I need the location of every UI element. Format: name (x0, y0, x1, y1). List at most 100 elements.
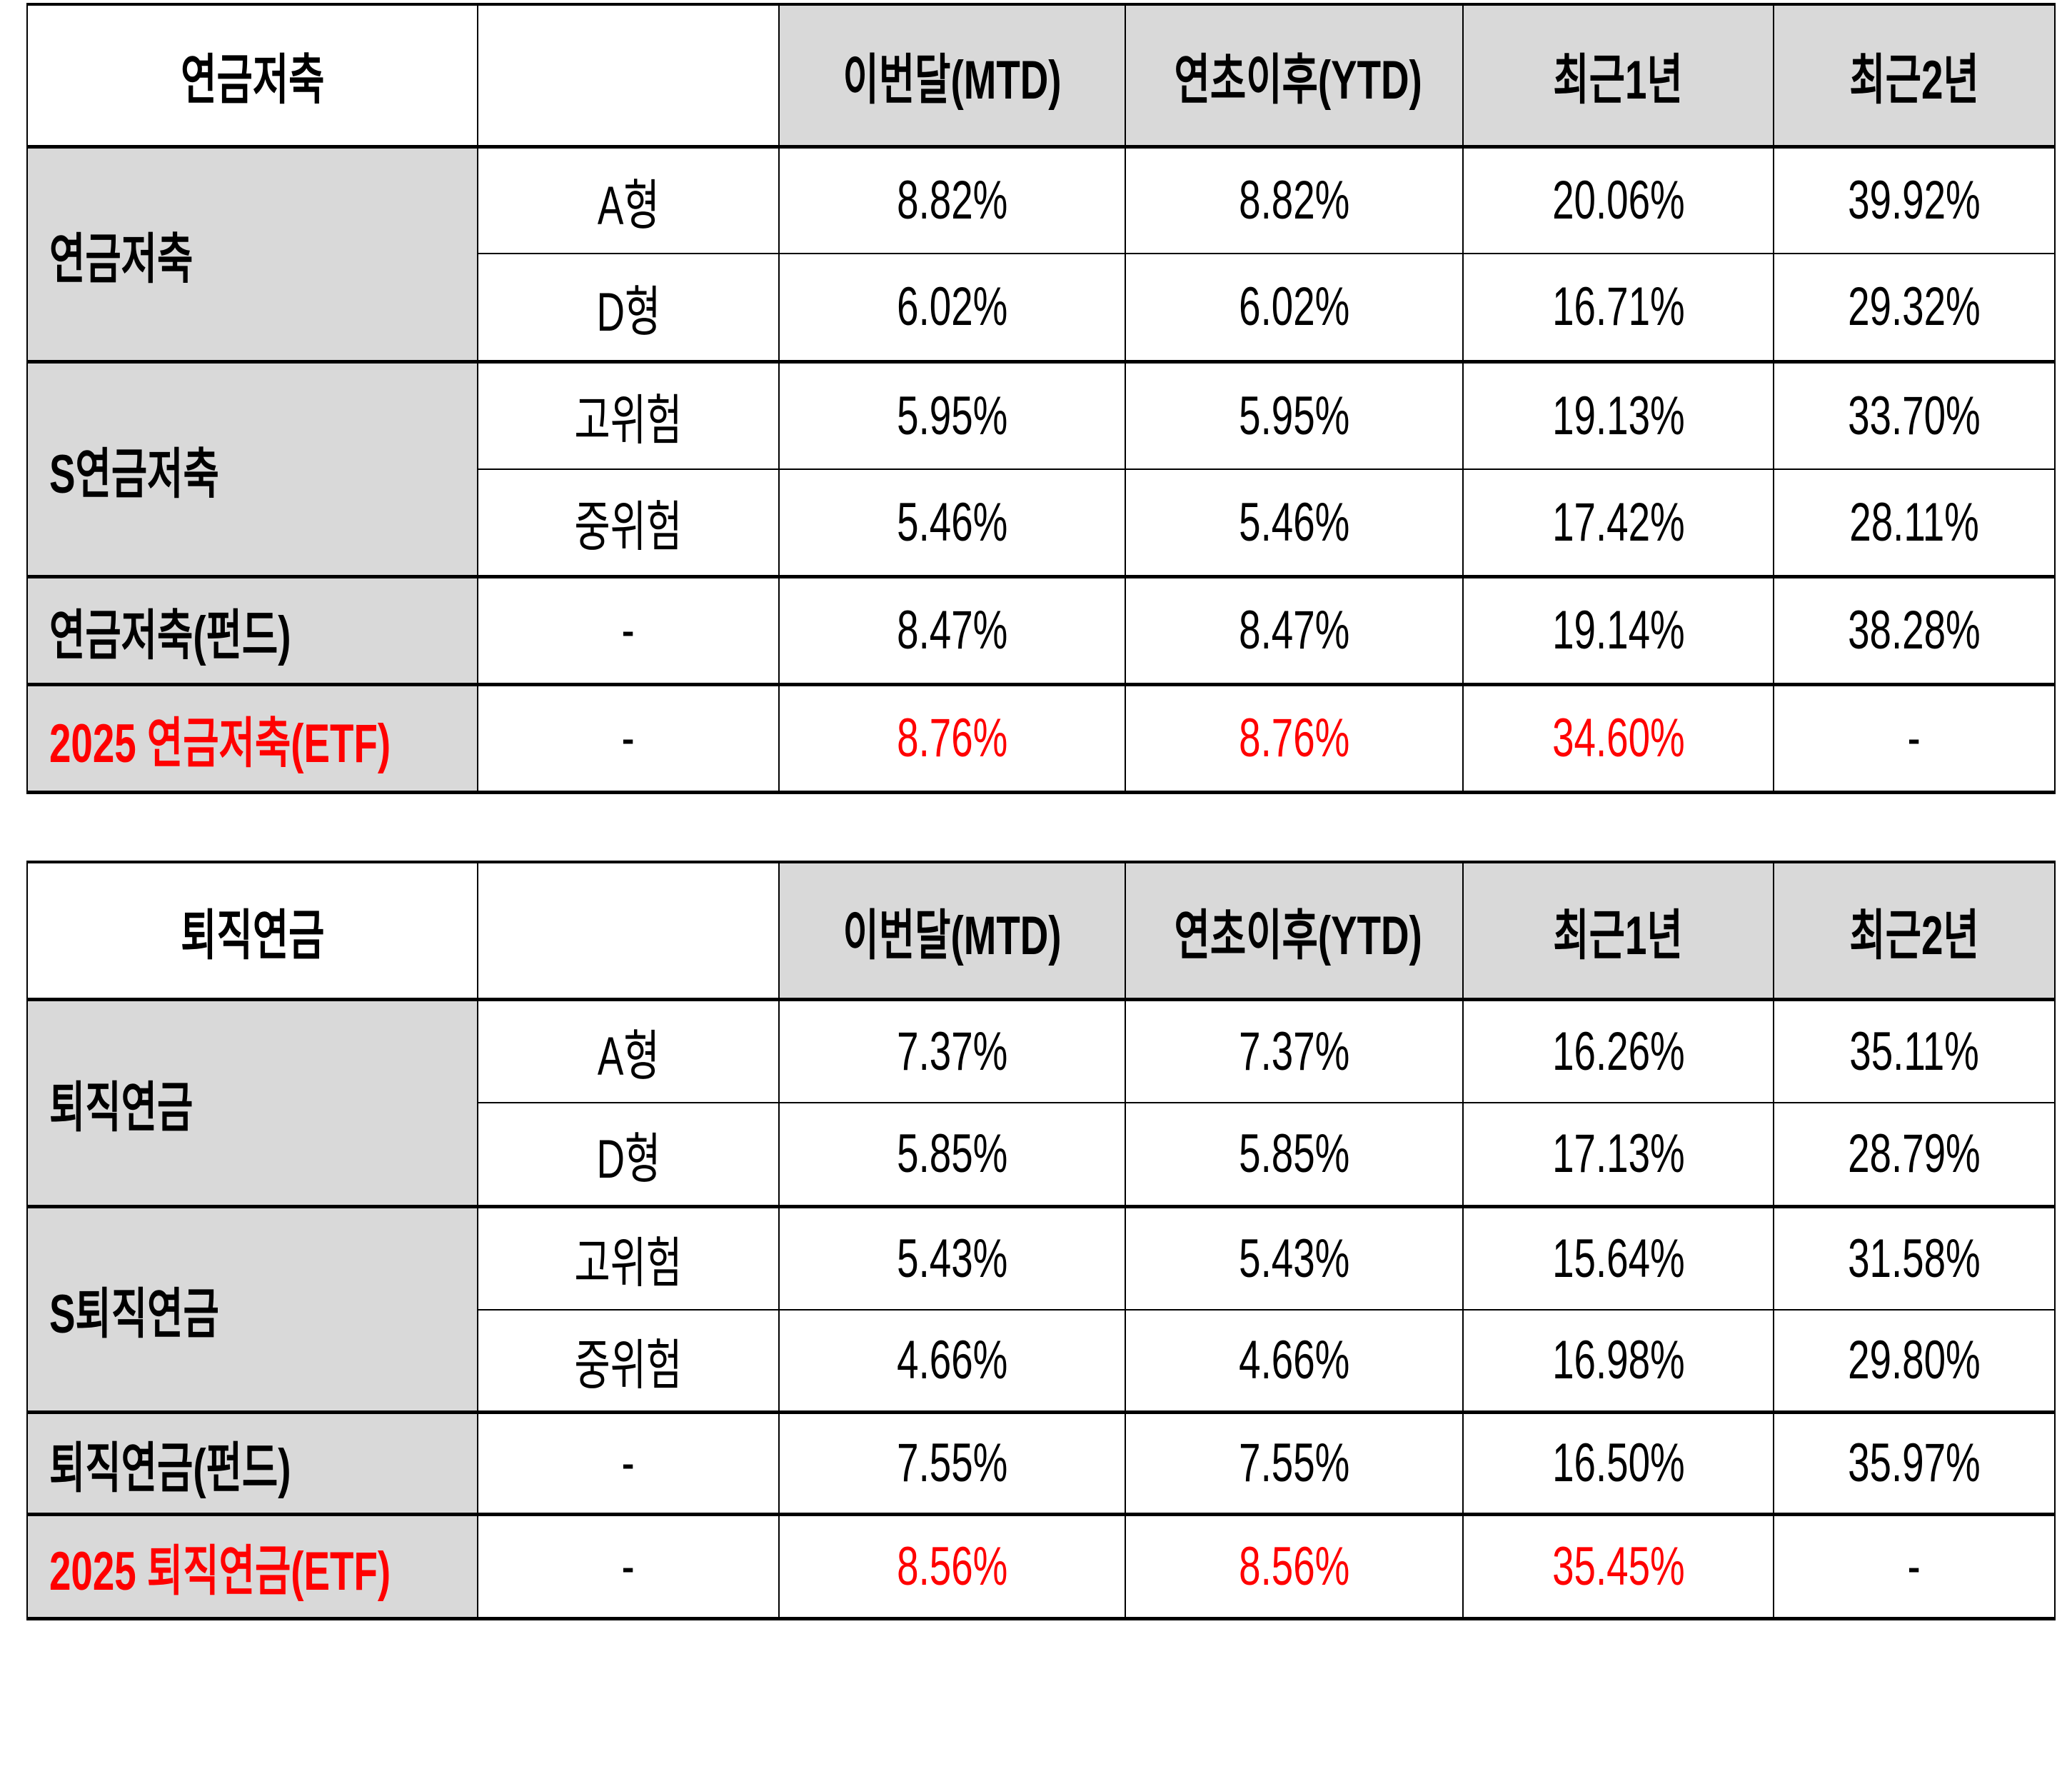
table-row: 퇴직연금(펀드) - 7.55% 7.55% 16.50% 35.97% (26, 1411, 2056, 1516)
value-cell-text: 16.71% (1552, 276, 1685, 338)
header-blank (477, 4, 780, 149)
sub-label-text: - (621, 1535, 635, 1597)
value-cell-text: 6.02% (1238, 276, 1350, 338)
value-cell: 17.13% (1462, 1102, 1774, 1208)
group-label: 2025 연금저축(ETF) (26, 683, 478, 793)
column-header-text: 이번달(MTD) (843, 905, 1062, 966)
header-row: 퇴직연금 이번달(MTD) 연초이후(YTD) 최근1년 최근2년 (26, 861, 2056, 1001)
value-cell: 15.64% (1462, 1206, 1774, 1311)
column-header: 연초이후(YTD) (1125, 861, 1464, 1001)
value-cell: 29.80% (1773, 1309, 2056, 1414)
column-header: 이번달(MTD) (778, 861, 1126, 1001)
group-label: 퇴직연금(펀드) (26, 1411, 478, 1516)
value-cell: 8.56% (1125, 1513, 1464, 1619)
value-cell: 8.82% (778, 146, 1126, 254)
column-header: 최근2년 (1773, 861, 2056, 1001)
value-cell-text: 5.95% (896, 385, 1008, 446)
table-title-text: 퇴직연금 (180, 905, 325, 966)
table-row: D형 6.02% 6.02% 16.71% 29.32% (27, 253, 2056, 364)
table-row: 2025 퇴직연금(ETF) - 8.56% 8.56% 35.45% - (26, 1513, 2056, 1619)
value-cell-text: 5.95% (1238, 385, 1350, 446)
sub-label-text: 중위험 (574, 1335, 683, 1396)
value-cell-text: 34.60% (1552, 708, 1685, 768)
value-cell: 33.70% (1773, 361, 2056, 470)
value-cell-text: 39.92% (1848, 170, 1981, 231)
header-blank (477, 861, 780, 1001)
group-label-text: S연금저축 (49, 443, 219, 505)
value-cell: 4.66% (1125, 1309, 1464, 1414)
sub-label: A형 (477, 998, 780, 1103)
group-label-text: 연금저축 (49, 229, 193, 290)
value-cell: 16.26% (1462, 998, 1774, 1103)
value-cell-text: 7.37% (1238, 1021, 1350, 1082)
value-cell-text: 19.14% (1552, 600, 1685, 661)
value-cell-text: 5.85% (1238, 1123, 1350, 1185)
value-cell-text: 16.50% (1552, 1433, 1685, 1493)
value-cell: 16.98% (1462, 1309, 1774, 1414)
value-cell-text: 8.56% (896, 1535, 1008, 1597)
sub-label-text: A형 (597, 1026, 660, 1088)
value-cell: 7.55% (1125, 1411, 1464, 1516)
value-cell: 7.55% (778, 1411, 1126, 1516)
table-row: 중위험 4.66% 4.66% 16.98% 29.80% (27, 1309, 2056, 1414)
value-cell: - (1773, 683, 2056, 793)
value-cell-text: 16.98% (1552, 1330, 1685, 1391)
sub-label: - (477, 576, 780, 686)
value-cell: 29.32% (1773, 253, 2056, 364)
column-header-text: 최근1년 (1553, 905, 1684, 966)
value-cell: 6.02% (1125, 253, 1464, 364)
column-header: 연초이후(YTD) (1125, 4, 1464, 149)
sub-label-text: 고위험 (574, 1233, 683, 1295)
column-header: 최근2년 (1773, 4, 2056, 149)
value-cell-text: 38.28% (1848, 600, 1981, 661)
sub-label: 중위험 (477, 1309, 780, 1414)
value-cell-text: 35.11% (1849, 1021, 1979, 1082)
value-cell: 16.71% (1462, 253, 1774, 364)
value-cell: 5.46% (778, 468, 1126, 578)
value-cell-text: 20.06% (1552, 170, 1685, 231)
value-cell-text: - (1907, 1535, 1921, 1597)
group-label: 퇴직연금 (26, 998, 478, 1208)
value-cell-text: 8.76% (896, 708, 1008, 768)
value-cell: 6.02% (778, 253, 1126, 364)
value-cell-text: 7.55% (896, 1433, 1008, 1493)
sub-label-text: D형 (596, 1128, 660, 1190)
value-cell-text: 5.85% (896, 1123, 1008, 1185)
group-label-text: 퇴직연금(펀드) (49, 1438, 291, 1499)
value-cell: 35.11% (1773, 998, 2056, 1103)
value-cell: 8.47% (1125, 576, 1464, 686)
value-cell: 5.95% (778, 361, 1126, 470)
group-label: 2025 퇴직연금(ETF) (26, 1513, 478, 1619)
value-cell: 20.06% (1462, 146, 1774, 254)
retirement-pension-returns-table: 퇴직연금 이번달(MTD) 연초이후(YTD) 최근1년 최근2년 퇴직연금 A형 7.37%… (26, 861, 2056, 1620)
table-row: S퇴직연금 고위험 5.43% 5.43% 15.64% 31.58% (26, 1206, 2056, 1414)
value-cell: 19.14% (1462, 576, 1774, 686)
value-cell-text: 4.66% (896, 1330, 1008, 1391)
value-cell-text: 28.11% (1849, 491, 1979, 553)
sub-label-text: D형 (596, 281, 660, 343)
column-header-text: 연초이후(YTD) (1174, 905, 1422, 966)
sub-label: - (477, 1513, 780, 1619)
value-cell-text: 33.70% (1848, 385, 1981, 446)
table-row: 연금저축(펀드) - 8.47% 8.47% 19.14% 38.28% (26, 576, 2056, 686)
value-cell-text: 8.47% (896, 600, 1008, 661)
value-cell-text: 29.80% (1848, 1330, 1981, 1391)
value-cell: 8.47% (778, 576, 1126, 686)
value-cell: 8.82% (1125, 146, 1464, 254)
value-cell: 5.85% (778, 1102, 1126, 1208)
sub-label: 중위험 (477, 468, 780, 578)
value-cell: 35.45% (1462, 1513, 1774, 1619)
value-cell: 8.56% (778, 1513, 1126, 1619)
sub-label-text: 중위험 (574, 497, 683, 558)
column-header-text: 이번달(MTD) (843, 50, 1062, 111)
column-header: 최근1년 (1462, 4, 1774, 149)
column-header-text: 최근1년 (1553, 50, 1684, 111)
value-cell-text: 8.76% (1238, 708, 1350, 768)
table-row: 중위험 5.46% 5.46% 17.42% 28.11% (27, 468, 2056, 578)
group-label-text: S퇴직연금 (49, 1284, 219, 1345)
table-title: 퇴직연금 (26, 861, 478, 1001)
value-cell-text: 7.37% (896, 1021, 1008, 1082)
value-cell: 7.37% (778, 998, 1126, 1103)
value-cell-text: 35.97% (1848, 1433, 1981, 1493)
value-cell: 8.76% (778, 683, 1126, 793)
